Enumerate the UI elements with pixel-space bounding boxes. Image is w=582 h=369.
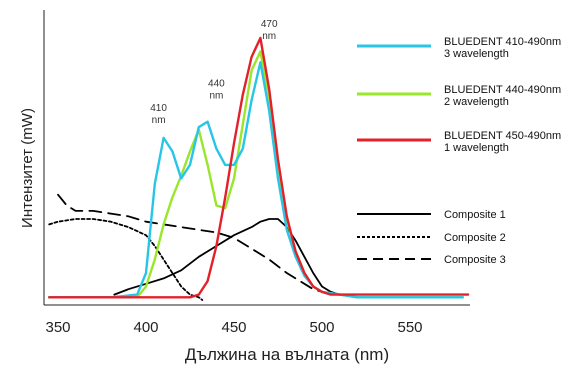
series-line-4 bbox=[113, 218, 367, 299]
y-axis-title: Интензитет (mW) bbox=[19, 108, 36, 228]
legend-label: Composite 3 bbox=[444, 254, 506, 266]
x-tick-labels: 350 400 450 500 550 bbox=[45, 319, 422, 336]
series-line-6 bbox=[57, 193, 341, 296]
series-line-1 bbox=[48, 61, 464, 299]
legend-label: Composite 2 bbox=[444, 232, 506, 244]
x-tick-label: 450 bbox=[221, 319, 246, 336]
legend-label: Composite 1 bbox=[444, 209, 506, 221]
x-tick-label: 550 bbox=[397, 319, 422, 336]
series-line-3 bbox=[48, 36, 470, 299]
legend-label: BLUEDENT 440-490nm bbox=[444, 84, 561, 96]
peak-annotation-label: nm bbox=[209, 91, 223, 102]
peak-annotation-label: 410 bbox=[150, 103, 167, 114]
series-line-5 bbox=[48, 218, 204, 301]
series-line-2 bbox=[48, 50, 464, 299]
legend-label: BLUEDENT 450-490nm bbox=[444, 130, 561, 142]
axes bbox=[43, 10, 470, 306]
peak-annotation-label: 440 bbox=[208, 79, 225, 90]
legend-label: BLUEDENT 410-490nm bbox=[444, 36, 561, 48]
legend-label: 2 wavelength bbox=[444, 96, 509, 108]
x-axis-title: Дължина на вълната (nm) bbox=[185, 345, 389, 364]
legend-label: 1 wavelength bbox=[444, 142, 509, 154]
peak-annotation-label: nm bbox=[152, 115, 166, 126]
peak-annotation-label: nm bbox=[262, 31, 276, 42]
x-tick-label: 500 bbox=[309, 319, 334, 336]
series-lines bbox=[48, 36, 470, 301]
x-tick-label: 400 bbox=[133, 319, 158, 336]
x-tick-label: 350 bbox=[45, 319, 70, 336]
peak-annotation-label: 470 bbox=[261, 19, 278, 30]
legend-label: 3 wavelength bbox=[444, 48, 509, 60]
